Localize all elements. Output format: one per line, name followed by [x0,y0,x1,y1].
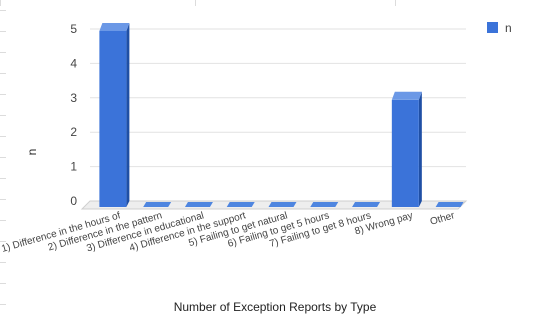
bar [143,202,172,207]
bar [184,202,213,207]
bar-flat [352,202,381,207]
bar-top [99,23,130,31]
bar [99,23,130,207]
y-axis-title: n [25,149,39,156]
x-axis-tick-labels: 1) Difference in the hours of2) Differen… [0,210,456,255]
y-tick-label: 4 [70,56,77,70]
bar-side [418,91,422,207]
bar-front [391,99,419,207]
bar [352,202,381,207]
bar [391,91,422,207]
y-tick-label: 1 [70,160,77,174]
bar [435,202,464,207]
bar-flat [268,202,297,207]
bar-side [126,23,130,207]
spreadsheet-grid-background [0,0,396,305]
bar-front [99,31,127,207]
legend-swatch [487,22,498,33]
bar [310,202,339,207]
bar-flat [143,202,172,207]
bar-flat [184,202,213,207]
bar [226,202,255,207]
legend: n [487,21,512,35]
bar-flat [435,202,464,207]
bar-top [391,91,422,100]
bar-flat [226,202,255,207]
x-tick-label: Other [429,210,457,228]
bars [99,23,464,207]
y-tick-label: 0 [70,194,77,208]
bar [268,202,297,207]
y-tick-label: 5 [70,22,77,36]
legend-label: n [505,21,512,35]
y-tick-label: 2 [70,125,77,139]
y-axis-ticks: 0 1 2 3 4 5 [70,22,77,208]
bar-flat [310,202,339,207]
x-axis-title: Number of Exception Reports by Type [174,300,377,314]
y-tick-label: 3 [70,91,77,105]
